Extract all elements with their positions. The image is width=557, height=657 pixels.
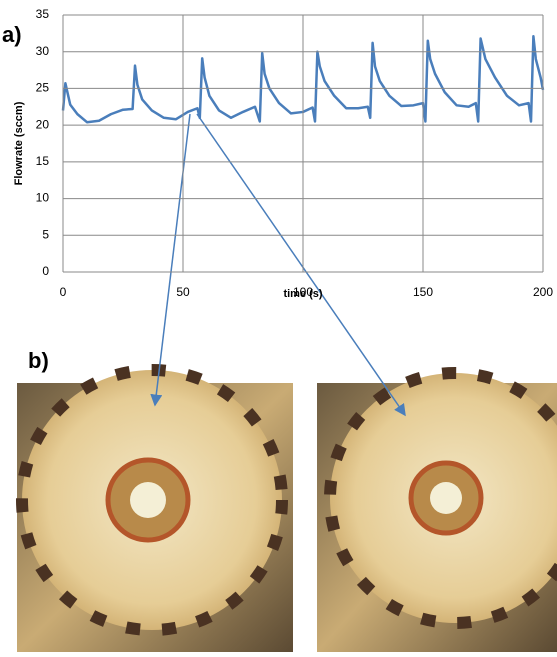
y-tick-label: 0: [42, 264, 49, 278]
y-tick-label: 20: [36, 117, 50, 131]
y-tick-label: 35: [36, 7, 50, 21]
y-tick-label: 10: [36, 191, 50, 205]
panel-b-label: b): [28, 348, 49, 373]
y-tick-label: 5: [42, 227, 49, 241]
x-tick-label: 150: [413, 285, 433, 299]
x-tick-label: 50: [176, 285, 190, 299]
photo-right: [317, 367, 557, 652]
y-tick-label: 15: [36, 154, 50, 168]
x-tick-label: 0: [60, 285, 67, 299]
panel-a-label: a): [2, 22, 22, 47]
photo-left: [16, 364, 293, 652]
x-tick-label: 100: [293, 285, 313, 299]
y-tick-label: 30: [36, 44, 50, 58]
y-axis-label: Flowrate (sccm): [13, 101, 25, 185]
x-tick-label: 200: [533, 285, 553, 299]
arrow: [196, 113, 406, 417]
arrow: [150, 113, 191, 407]
x-axis-label: time (s): [283, 288, 322, 300]
y-tick-label: 25: [36, 81, 50, 95]
